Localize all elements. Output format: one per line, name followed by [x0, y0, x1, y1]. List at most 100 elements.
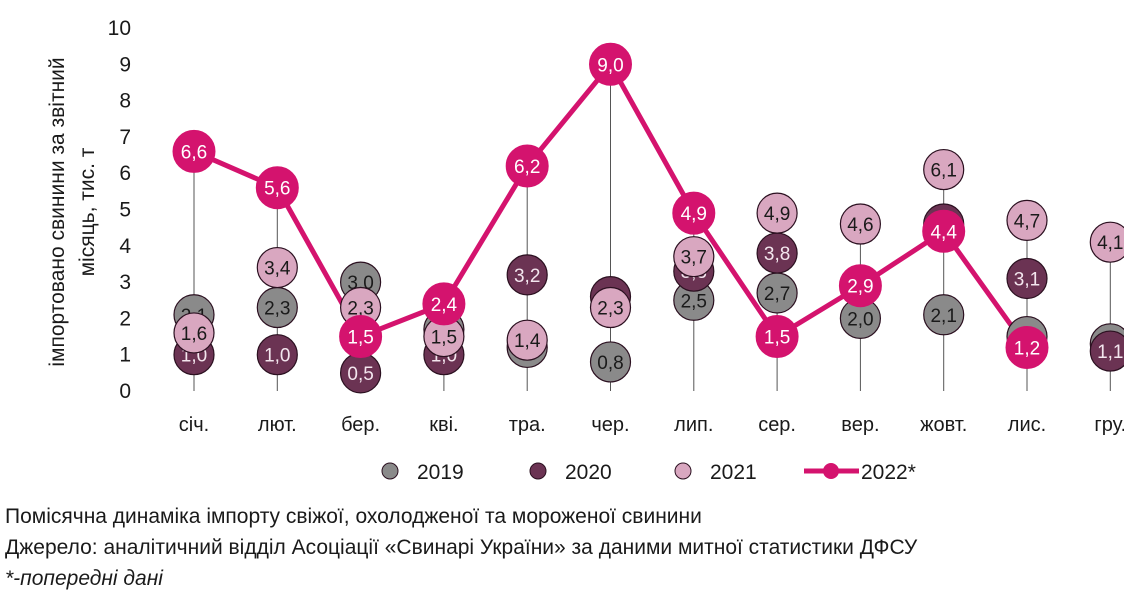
data-label-2021-4: 1,4 [514, 331, 541, 352]
point-2022-3 [422, 282, 466, 326]
y-tick-label: 10 [108, 17, 131, 40]
data-label-2021-2: 2,3 [347, 299, 373, 320]
legend-label-2022: 2022* [861, 461, 916, 484]
point-2022-7 [755, 315, 799, 359]
x-axis: січ. лют. бер. кві. тра. чер. лип. сер. вер. жовт… [179, 414, 1124, 436]
point-2021-9 [923, 148, 965, 191]
data-label-2019-6: 2,5 [681, 291, 707, 312]
x-tick-label: кві. [429, 414, 458, 436]
data-label-2022-6: 4,9 [681, 204, 707, 225]
legend-label-2020: 2020 [565, 461, 612, 484]
point-2022-10 [1005, 325, 1049, 369]
x-tick-label: чер. [591, 414, 629, 436]
data-label-2021-1: 3,4 [264, 259, 291, 280]
y-tick-label: 7 [119, 126, 131, 149]
y-tick-label: 8 [119, 90, 131, 113]
y-tick-label: 4 [119, 235, 131, 258]
data-label-2022-10: 1,2 [1014, 338, 1040, 359]
x-tick-label: тра. [509, 414, 546, 436]
point-2021-8 [839, 203, 882, 245]
point-2022-2 [339, 315, 383, 359]
legend-marker-2020 [529, 462, 547, 480]
x-tick-label: лис. [1008, 414, 1046, 436]
data-label-2022-9: 4,4 [930, 222, 957, 243]
point-2021-6 [673, 236, 715, 278]
x-tick-label: сер. [758, 414, 796, 436]
data-label-2019-9: 2,1 [930, 306, 956, 327]
data-label-2019-7: 2,7 [764, 284, 790, 305]
drop-lines [193, 64, 1111, 391]
data-label-2022-5: 9,0 [597, 55, 623, 76]
point-2021-11 [1089, 221, 1124, 263]
point-2022-1 [255, 166, 299, 210]
legend-marker-2022 [823, 463, 839, 479]
data-label-2020-1: 1,0 [264, 346, 290, 367]
chart-source: Джерело: аналітичний відділ Асоціації «С… [5, 536, 918, 559]
point-2021-1 [256, 246, 298, 289]
data-label-2021-6: 3,7 [681, 248, 707, 269]
point-2021-5 [589, 286, 632, 329]
data-label-2022-7: 1,5 [764, 328, 790, 349]
point-2019-9 [923, 294, 965, 336]
legend-marker-2021 [674, 462, 692, 480]
legend: 2019 2020 2021 2022* [381, 461, 916, 484]
x-tick-label: бер. [341, 414, 380, 436]
data-points: 2,12,33,01,71,20,82,52,72,02,11,51,31,01… [172, 42, 1124, 394]
x-tick-label: вер. [841, 414, 879, 436]
legend-label-2021: 2021 [710, 461, 757, 484]
point-2022-6 [672, 191, 716, 235]
data-label-2022-0: 6,6 [181, 142, 207, 163]
data-label-2021-9: 6,1 [930, 161, 956, 182]
data-label-2021-5: 2,3 [597, 299, 623, 320]
data-label-2019-1: 2,3 [264, 299, 290, 320]
point-2021-4 [506, 319, 548, 361]
data-label-2022-4: 6,2 [514, 157, 540, 178]
data-label-2022-2: 1,5 [347, 328, 373, 349]
data-label-2020-11: 1,1 [1097, 342, 1123, 363]
data-label-2021-11: 4,1 [1097, 233, 1123, 254]
point-2019-5 [589, 341, 632, 383]
y-axis-label-units: місяць, тис. т [76, 147, 99, 276]
data-label-2020-10: 3,1 [1014, 269, 1040, 290]
data-label-2021-8: 4,6 [847, 215, 873, 236]
x-tick-label: жовт. [920, 414, 967, 436]
y-tick-label: 0 [119, 380, 131, 403]
point-2022-8 [838, 264, 882, 308]
data-label-2021-7: 4,9 [764, 204, 790, 225]
x-tick-label: лип. [674, 414, 713, 436]
data-label-2020-7: 3,8 [764, 244, 790, 265]
data-label-2021-3: 1,5 [431, 328, 457, 349]
point-2020-1 [256, 334, 298, 376]
point-2021-7 [756, 192, 798, 234]
y-axis-label: імпортовано свинини за звітний [46, 57, 69, 366]
point-2020-10 [1006, 257, 1048, 300]
point-2021-0 [173, 312, 215, 354]
y-tick-label: 6 [119, 162, 131, 185]
y-tick-label: 5 [119, 199, 131, 222]
y-tick-label: 2 [119, 307, 131, 330]
y-tick-label: 3 [119, 271, 131, 294]
data-label-2019-8: 2,0 [847, 309, 873, 330]
x-tick-label: гру. [1094, 414, 1124, 436]
point-2020-4 [506, 254, 548, 296]
point-2022-9 [922, 209, 966, 253]
y-axis: 0 1 2 3 4 5 6 7 8 9 10 [108, 17, 132, 403]
data-label-2022-8: 2,9 [847, 277, 873, 298]
data-label-2020-2: 0,5 [347, 364, 373, 385]
point-2020-11 [1089, 330, 1124, 372]
point-2021-10 [1006, 199, 1048, 241]
x-tick-label: лют. [258, 414, 297, 436]
data-label-2022-3: 2,4 [431, 295, 458, 316]
legend-label-2019: 2019 [417, 461, 464, 484]
point-2022-5 [589, 42, 632, 86]
data-label-2019-5: 0,8 [597, 353, 623, 374]
point-2022-4 [505, 144, 549, 188]
legend-marker-2019 [381, 462, 399, 480]
chart-footnote: *-попередні дані [5, 567, 163, 590]
y-tick-label: 1 [119, 344, 131, 367]
data-label-2020-4: 3,2 [514, 266, 540, 287]
x-tick-label: січ. [179, 414, 209, 436]
data-label-2021-0: 1,6 [181, 324, 207, 345]
data-label-2021-10: 4,7 [1014, 211, 1040, 232]
